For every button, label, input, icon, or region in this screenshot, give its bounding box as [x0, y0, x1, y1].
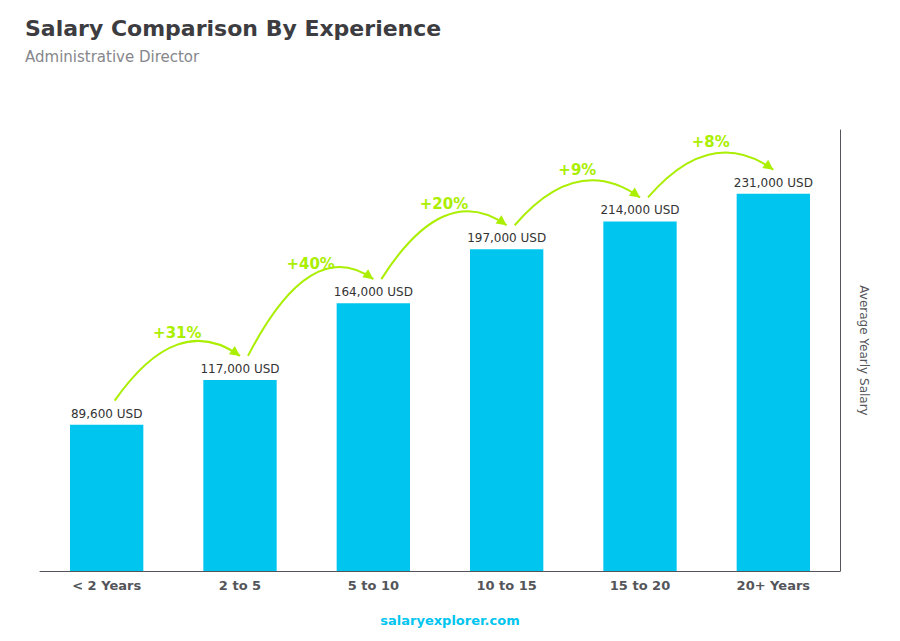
svg-text:214,000 USD: 214,000 USD: [600, 203, 679, 217]
svg-text:231,000 USD: 231,000 USD: [734, 176, 813, 190]
svg-text:2 to 5: 2 to 5: [219, 578, 261, 593]
svg-text:164,000 USD: 164,000 USD: [334, 285, 413, 299]
svg-text:197,000 USD: 197,000 USD: [467, 231, 546, 245]
svg-text:+40%: +40%: [286, 255, 334, 273]
svg-text:10 to 15: 10 to 15: [476, 578, 536, 593]
svg-text:+20%: +20%: [420, 195, 468, 213]
svg-text:salaryexplorer.com: salaryexplorer.com: [380, 613, 519, 628]
svg-text:+9%: +9%: [558, 161, 596, 179]
svg-text:15 to 20: 15 to 20: [610, 578, 670, 593]
svg-text:117,000 USD: 117,000 USD: [200, 362, 279, 376]
svg-text:89,600 USD: 89,600 USD: [71, 407, 142, 421]
svg-text:+31%: +31%: [153, 324, 201, 342]
svg-text:Average Yearly Salary: Average Yearly Salary: [857, 285, 871, 415]
svg-text:5 to 10: 5 to 10: [348, 578, 399, 593]
svg-text:< 2 Years: < 2 Years: [72, 578, 141, 593]
svg-text:+8%: +8%: [692, 133, 730, 151]
svg-text:20+ Years: 20+ Years: [737, 578, 811, 593]
svg-text:Salary Comparison By Experienc: Salary Comparison By Experience: [25, 16, 441, 41]
svg-text:Administrative Director: Administrative Director: [25, 48, 200, 66]
